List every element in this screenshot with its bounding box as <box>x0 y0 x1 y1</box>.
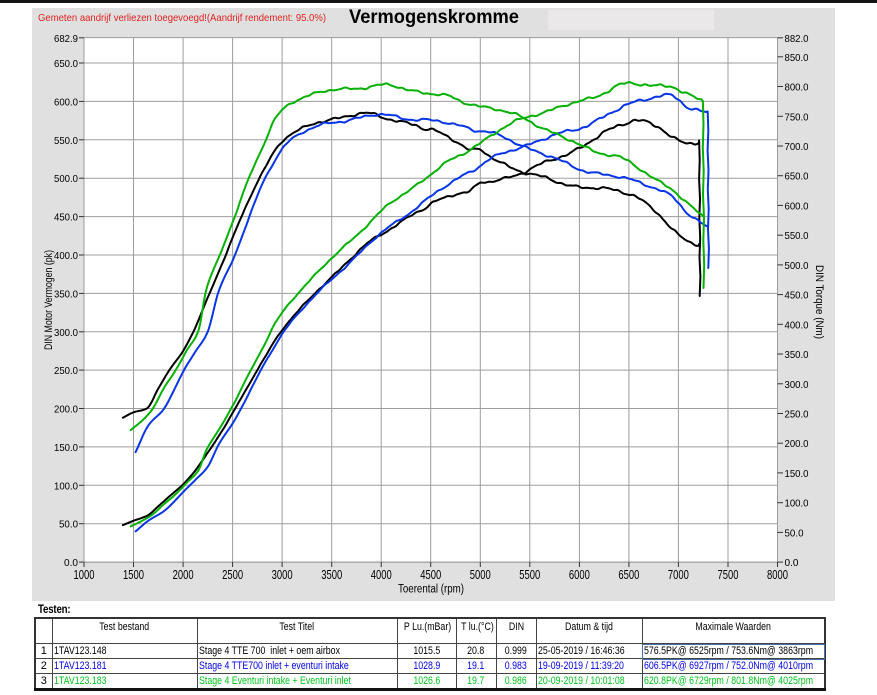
svg-text:600.0: 600.0 <box>54 96 78 108</box>
svg-text:450.0: 450.0 <box>54 212 78 224</box>
svg-text:50.0: 50.0 <box>59 519 78 531</box>
svg-text:600.0: 600.0 <box>785 200 809 212</box>
svg-text:650.0: 650.0 <box>54 58 78 70</box>
svg-text:100.0: 100.0 <box>785 498 809 510</box>
svg-text:300.0: 300.0 <box>54 327 78 339</box>
svg-text:7500: 7500 <box>718 568 739 582</box>
svg-text:300.0: 300.0 <box>785 379 809 391</box>
svg-text:450.0: 450.0 <box>785 290 809 302</box>
svg-text:250.0: 250.0 <box>54 365 78 377</box>
svg-text:150.0: 150.0 <box>785 468 809 480</box>
svg-text:650.0: 650.0 <box>785 171 809 183</box>
svg-text:2500: 2500 <box>222 568 243 582</box>
svg-text:Gemeten aandrijf verliezen toe: Gemeten aandrijf verliezen toegevoegd!(A… <box>38 12 326 24</box>
svg-text:0.0: 0.0 <box>64 557 78 569</box>
svg-text:3000: 3000 <box>272 568 293 582</box>
svg-text:882.0: 882.0 <box>785 33 809 45</box>
svg-text:4500: 4500 <box>420 568 441 582</box>
svg-text:50.0: 50.0 <box>785 527 804 539</box>
svg-text:6000: 6000 <box>569 568 590 582</box>
svg-text:1000: 1000 <box>74 568 95 582</box>
svg-text:550.0: 550.0 <box>785 230 809 242</box>
svg-text:500.0: 500.0 <box>785 260 809 272</box>
svg-text:550.0: 550.0 <box>54 135 78 147</box>
svg-text:700.0: 700.0 <box>785 141 809 153</box>
svg-text:6500: 6500 <box>618 568 639 582</box>
svg-text:Vermogenskromme: Vermogenskromme <box>349 7 519 28</box>
svg-text:200.0: 200.0 <box>785 438 809 450</box>
svg-text:400.0: 400.0 <box>54 250 78 262</box>
svg-text:750.0: 750.0 <box>785 111 809 123</box>
svg-text:400.0: 400.0 <box>785 319 809 331</box>
svg-text:100.0: 100.0 <box>54 480 78 492</box>
svg-text:800.0: 800.0 <box>785 82 809 94</box>
svg-text:4000: 4000 <box>371 568 392 582</box>
svg-text:350.0: 350.0 <box>54 288 78 300</box>
svg-text:200.0: 200.0 <box>54 404 78 416</box>
svg-text:Toerental (rpm): Toerental (rpm) <box>398 584 464 596</box>
svg-text:150.0: 150.0 <box>54 442 78 454</box>
svg-text:850.0: 850.0 <box>785 52 809 64</box>
svg-text:DIN Motor Vermogen (pk): DIN Motor Vermogen (pk) <box>43 250 55 350</box>
svg-text:8000: 8000 <box>767 568 788 582</box>
svg-text:5500: 5500 <box>519 568 540 582</box>
svg-text:350.0: 350.0 <box>785 349 809 361</box>
svg-text:5000: 5000 <box>470 568 491 582</box>
svg-text:7000: 7000 <box>668 568 689 582</box>
svg-text:0.0: 0.0 <box>785 557 799 569</box>
svg-text:500.0: 500.0 <box>54 173 78 185</box>
svg-text:DIN Torque (Nm): DIN Torque (Nm) <box>813 265 825 339</box>
svg-text:1500: 1500 <box>123 568 144 582</box>
svg-text:2000: 2000 <box>173 568 194 582</box>
svg-text:3500: 3500 <box>321 568 342 582</box>
svg-text:682.9: 682.9 <box>54 33 78 45</box>
svg-text:250.0: 250.0 <box>785 409 809 421</box>
